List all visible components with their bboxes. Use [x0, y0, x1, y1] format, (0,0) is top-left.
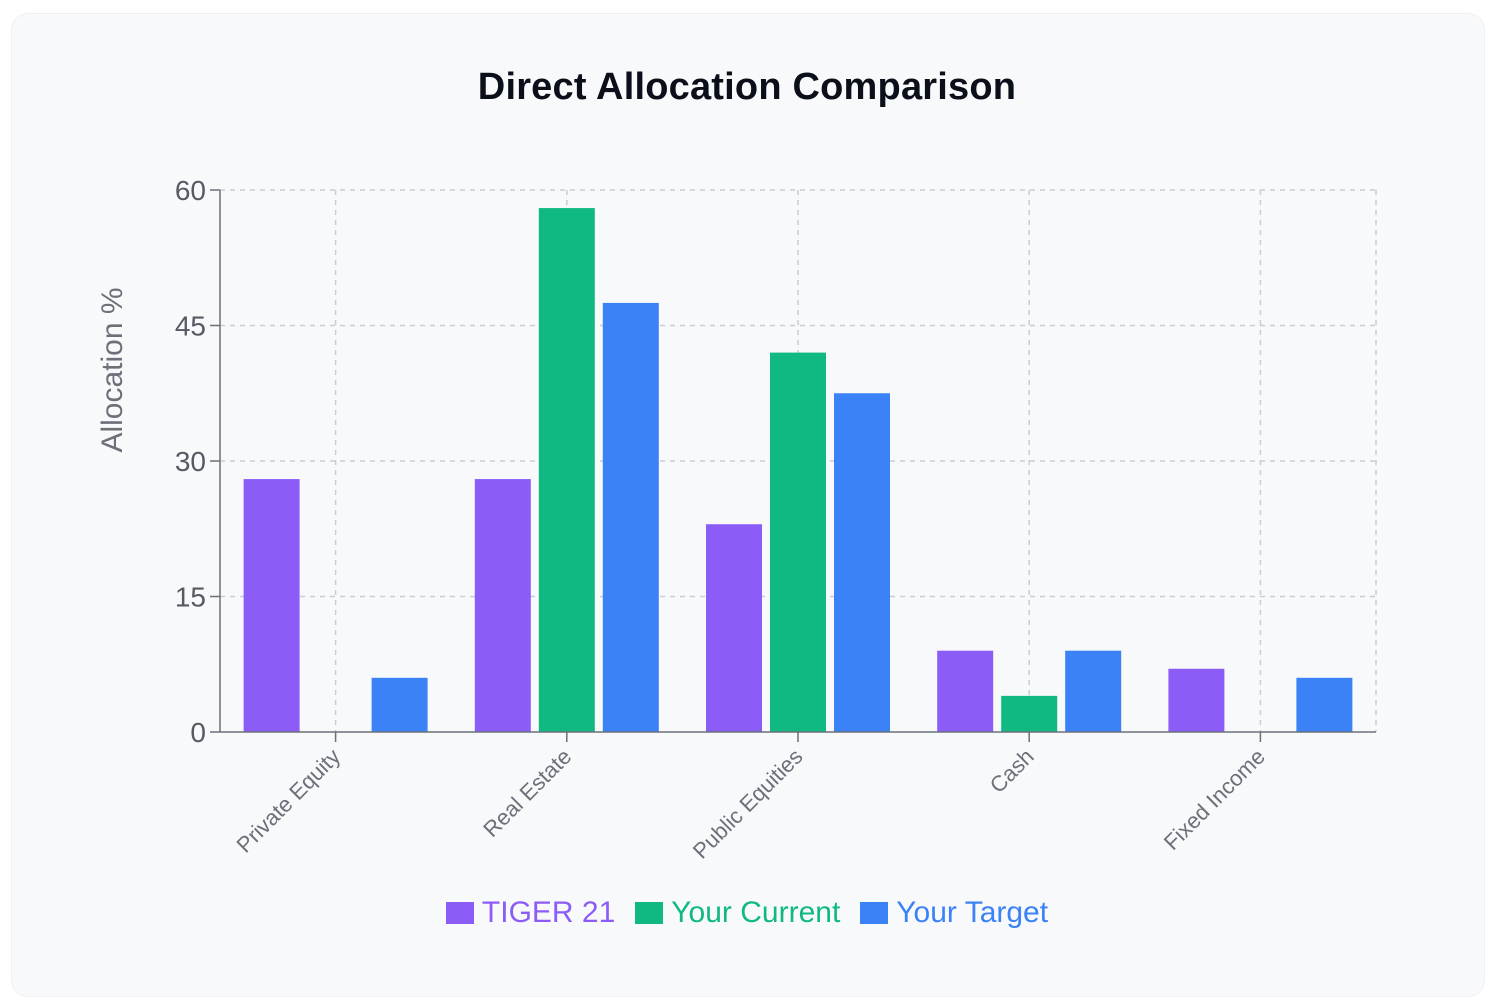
bar-your-target-private-equity [371, 677, 428, 732]
x-tick-label: Private Equity [231, 744, 345, 858]
y-tick-label: 15 [175, 582, 206, 613]
legend-swatch [635, 902, 664, 924]
bar-your-current-real-estate [538, 208, 595, 733]
y-tick-label: 60 [175, 175, 206, 206]
axes [210, 189, 1376, 742]
legend-item[interactable]: TIGER 21 [445, 896, 616, 930]
x-tick-label: Real Estate [478, 744, 576, 842]
bar-your-target-fixed-income [1296, 677, 1353, 732]
legend-item[interactable]: Your Target [860, 896, 1048, 930]
legend-swatch [445, 902, 474, 924]
legend-item[interactable]: Your Current [635, 896, 840, 930]
y-tick-labels: 0 15 30 45 60 [175, 175, 206, 748]
y-axis-label: Allocation % [96, 287, 129, 452]
y-tick-label: 30 [175, 446, 206, 477]
bar-your-target-real-estate [602, 302, 659, 732]
bar-tiger-21-fixed-income [1168, 668, 1225, 732]
bar-your-current-public-equities [770, 352, 826, 732]
x-tick-label: Fixed Income [1159, 744, 1270, 855]
bar-your-current-cash [1001, 695, 1058, 732]
legend-label: Your Current [671, 896, 841, 929]
bar-tiger-21-public-equities [706, 524, 762, 732]
x-tick-labels: Private Equity Real Estate Public Equities… [231, 744, 1269, 864]
bar-tiger-21-real-estate [474, 479, 531, 732]
y-tick-label: 0 [190, 717, 206, 748]
y-tick-label: 45 [175, 311, 206, 342]
bar-your-target-public-equities [834, 393, 890, 732]
bars-group [243, 208, 1353, 733]
legend-label: Your Target [896, 896, 1049, 929]
x-tick-label: Public Equities [688, 744, 808, 864]
chart-title: Direct Allocation Comparison [477, 66, 1017, 108]
legend-label: TIGER 21 [481, 896, 616, 929]
legend: TIGER 21 Your Current Your Target [0, 896, 1494, 930]
x-tick-label: Cash [985, 744, 1039, 798]
bar-tiger-21-private-equity [243, 479, 300, 732]
bar-your-target-cash [1065, 650, 1122, 732]
bar-tiger-21-cash [937, 650, 994, 732]
legend-swatch [860, 902, 889, 924]
